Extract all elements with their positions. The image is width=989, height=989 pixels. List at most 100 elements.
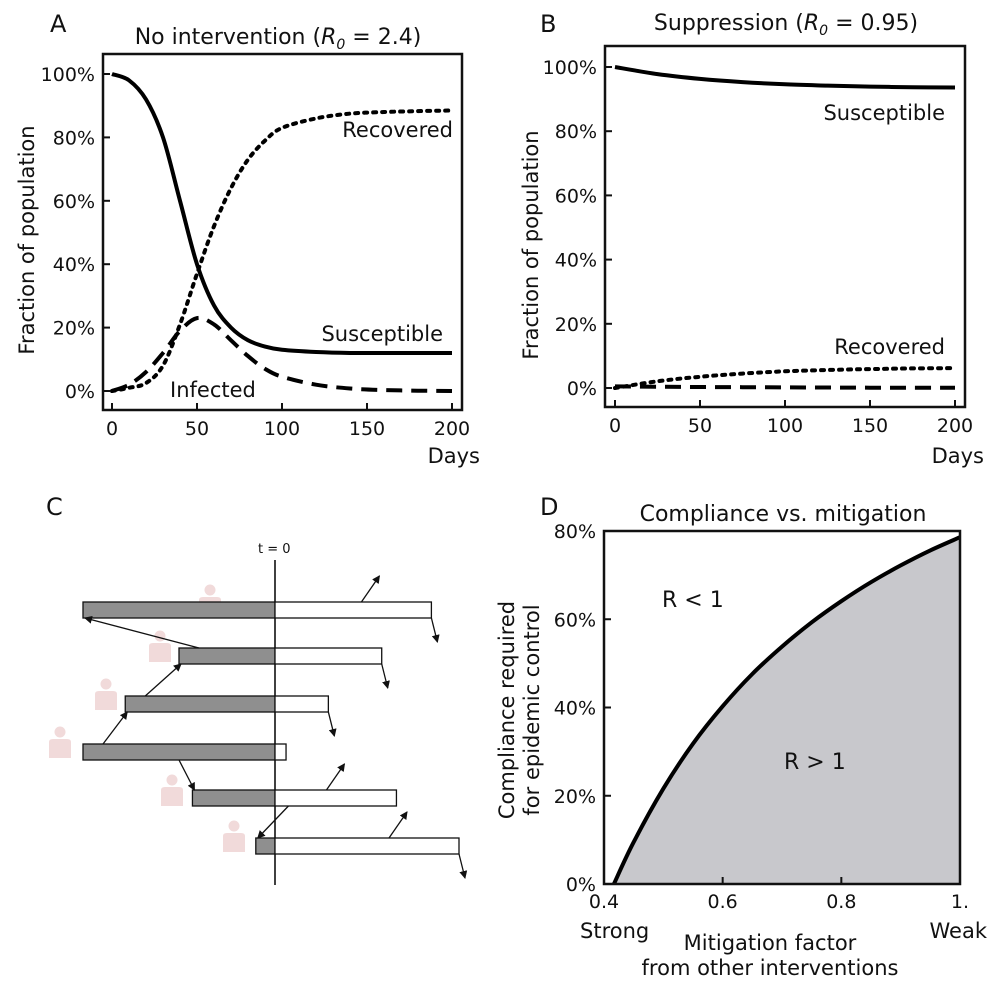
timeline-bar-before-t0 [178,647,276,665]
timeline-rows [49,575,468,879]
panel-d-x-end-label-weak: Weak [930,919,988,943]
panel-b: B Suppression (R0 = 0.95) 0% 20% 40% 60% 80%… [519,10,984,468]
compliance-boundary-curve [612,535,961,885]
panel-a-infected-label: Infected [170,378,256,402]
panel-a: A No intervention (R0 = 2.4) 0% 20% 40% 60%… [15,10,480,468]
panel-d-y-tick-label: 0% [566,874,596,896]
transmission-arrow [84,615,200,649]
timeline-bar-after-t0 [274,837,460,855]
person-head [154,630,166,642]
panel-b-title: Suppression (R0 = 0.95) [654,11,918,39]
person-head [204,584,216,596]
person-body [149,643,171,662]
panel-d-y-axis-label-line2: for epidemic control [520,604,544,815]
panel-b-x-tick-label: 100 [767,415,803,437]
panel-b-letter: B [540,10,556,38]
timeline-bar-before-t0 [124,695,276,713]
region-r-greater-than-1-label: R > 1 [784,750,846,775]
panel-d-x-axis-label-line1: Mitigation factor [684,931,857,955]
transmission-arrow [102,711,128,745]
panel-d-x-axis-label-line2: from other interventions [642,956,899,980]
panel-d-x-tick-label: 1. [951,891,969,913]
panel-a-x-tick-label: 100 [264,418,300,440]
panel-b-y-tick-label: 40% [555,250,597,272]
panel-a-recovered-line [110,108,454,393]
person-icon [49,726,71,758]
person-head [228,820,240,832]
timeline-bar-after-t0 [274,695,330,713]
panel-b-y-tick-label: 20% [555,314,597,336]
panel-d-y-tick-label: 60% [554,609,596,631]
panel-d-y-axis-label-line1: Compliance required [495,601,519,819]
transmission-arrow [178,759,196,791]
onward-transmission-arrow [381,663,390,689]
panel-d-letter: D [540,493,558,521]
panel-b-x-tick-label: 0 [609,415,621,437]
timeline-bar-before-t0 [82,601,276,619]
panel-a-y-tick-label: 60% [53,191,95,213]
panel-d-plot-area: 0% 20% 40% 60% 80% 0.4 0.6 0.8 1. [554,521,969,913]
panel-d: D Compliance vs. mitigation 0% 20% 40% 60% 8… [495,493,988,980]
timeline-bar-after-t0 [274,743,287,761]
person-body [161,787,183,806]
panel-b-susceptible-label: Susceptible [823,101,945,125]
panel-a-x-tick-label: 150 [349,418,385,440]
panel-a-x-axis-label: Days [428,444,480,468]
panel-b-recovered-line [613,366,957,390]
panel-d-y-tick-label: 40% [554,698,596,720]
transmission-arrow [257,805,289,839]
panel-a-axes-frame [101,52,464,412]
person-head [54,726,66,738]
panel-b-infected-line [614,384,956,390]
panel-a-x-tick-label: 200 [434,418,470,440]
panel-b-x-tick-label: 150 [852,415,888,437]
panel-b-y-tick-label: 100% [543,57,597,79]
panel-b-y-tick-label: 60% [555,185,597,207]
onward-transmission-arrow [360,575,380,603]
person-body [49,739,71,758]
panel-b-susceptible-line [614,65,956,90]
panel-a-y-tick-label: 40% [53,254,95,276]
panel-d-y-tick-label: 20% [554,786,596,808]
onward-transmission-arrow [327,711,337,737]
panel-d-x-tick-label: 0.8 [826,891,856,913]
person-head [166,774,178,786]
timeline-t0-label: t = 0 [258,542,291,557]
panel-b-x-tick-label: 200 [937,415,973,437]
person-head [100,678,112,690]
panel-b-y-tick-label: 0% [567,378,597,400]
person-icon [161,774,183,806]
panel-a-x-tick-label: 0 [106,418,118,440]
panel-a-recovered-label: Recovered [342,118,453,142]
panel-a-letter: A [50,10,67,38]
transmission-arrow [144,663,182,697]
panel-a-title: No intervention (R0 = 2.4) [135,25,422,53]
panel-b-plot-area: 0% 20% 40% 60% 80% 100% 0 50 100 150 200 [543,44,973,437]
region-r-greater-than-1-fill [613,537,960,884]
panel-b-x-tick-label: 50 [688,415,712,437]
onward-transmission-arrow [325,763,346,791]
panel-c: C t = 0 [46,493,468,885]
panel-c-letter: C [46,493,63,521]
panel-b-y-tick-label: 80% [555,121,597,143]
onward-transmission-arrow [388,811,408,839]
panel-a-x-tick-label: 50 [185,418,209,440]
panel-a-susceptible-line [111,72,452,356]
onward-transmission-arrow [458,853,468,879]
timeline-bar-after-t0 [274,647,383,665]
panel-d-x-tick-label: 0.6 [708,891,738,913]
timeline-bar-after-t0 [274,789,398,807]
panel-b-x-axis-label: Days [932,444,984,468]
onward-transmission-arrow [430,617,440,643]
panel-b-y-axis-label: Fraction of population [519,130,543,359]
timeline-bar-before-t0 [191,789,276,807]
panel-a-y-tick-label: 0% [65,381,95,403]
timeline-bar-before-t0 [82,743,276,761]
panel-a-y-axis-label: Fraction of population [15,125,39,354]
timeline-bar-after-t0 [274,601,433,619]
person-icon [95,678,117,710]
timeline-bar-before-t0 [255,837,276,855]
person-icon [223,820,245,852]
panel-b-recovered-label: Recovered [834,335,945,359]
